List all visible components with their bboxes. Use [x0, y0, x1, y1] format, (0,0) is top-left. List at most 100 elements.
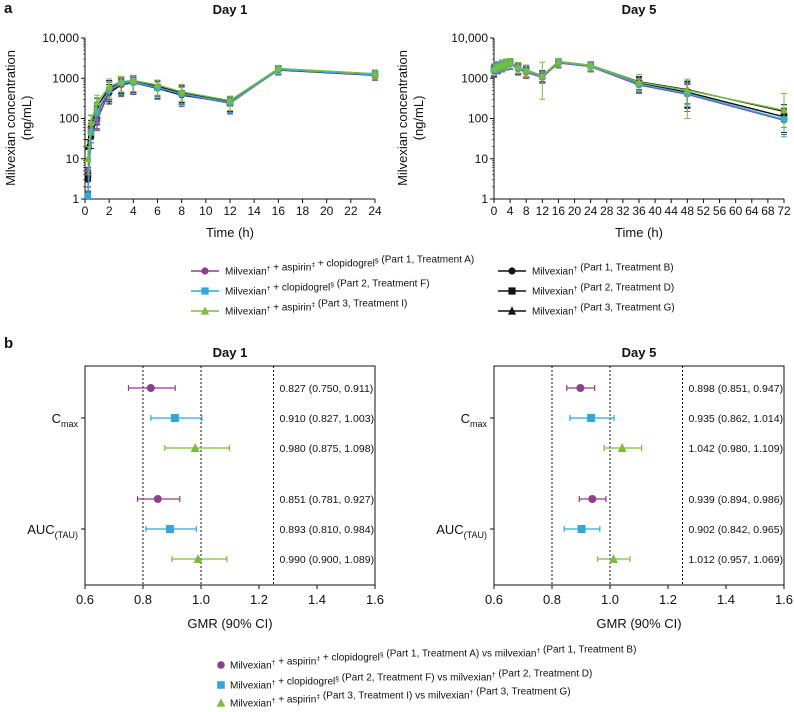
- gmr-point: [193, 554, 203, 563]
- legend-label-part: †: [470, 690, 474, 697]
- x-tick-label: 1.6: [366, 592, 384, 607]
- legend-label-part: †: [492, 672, 496, 679]
- x-tick-label: 4: [130, 204, 137, 218]
- series-F: [490, 58, 788, 138]
- data-point: [226, 96, 234, 104]
- legend-label-part: (Part 1, Treatment B): [540, 645, 636, 656]
- y-tick-label: 1000: [461, 71, 488, 85]
- y-tick-label: 10,000: [451, 31, 488, 45]
- data-point: [490, 64, 498, 73]
- data-point: [780, 106, 788, 114]
- x-tick-label: 0.6: [485, 592, 503, 607]
- legend-label-part: (Part 1, Treatment B): [577, 263, 673, 274]
- cmax-label-subscript: max: [61, 419, 79, 429]
- gmr-point: [617, 443, 627, 452]
- legend-label-part: (Part 2, Treatment D): [577, 283, 674, 294]
- series-F: [84, 66, 379, 200]
- data-point: [506, 58, 514, 66]
- legend-label: Milvexian† (Part 1, Treatment B): [532, 263, 674, 278]
- legend-label-part: †: [574, 266, 578, 273]
- legend-entry-I: Milvexian† + aspirin‡ (Part 3, Treatment…: [191, 299, 407, 318]
- gmr-value-label: 0.827 (0.750, 0.911): [280, 383, 374, 395]
- legend-label-part: †: [536, 648, 540, 655]
- x-tick-label: 0.8: [543, 592, 561, 607]
- gmr-point: [170, 414, 179, 422]
- x-tick-label: 8: [178, 204, 185, 218]
- y-tick-label: 1: [481, 192, 488, 206]
- y-tick-label: 10: [475, 152, 489, 166]
- gmr-value-label: 0.893 (0.810, 0.984): [280, 524, 375, 536]
- series-A: [84, 65, 379, 188]
- y-axis-title-units: (ng/mL): [19, 96, 34, 141]
- x-tick-label: 72: [777, 204, 791, 218]
- gmr-row-A: 0.939 (0.894, 0.986): [578, 494, 784, 506]
- x-tick-label: 68: [761, 204, 775, 218]
- legend-label-part: †: [272, 698, 276, 705]
- x-tick-label: 10: [199, 204, 213, 218]
- legend-entry-A: Milvexian† + aspirin‡ + clopidogrel§ (Pa…: [191, 255, 474, 278]
- legend-label-part: §: [380, 652, 384, 659]
- gmr-point: [146, 384, 155, 392]
- gmr-row-A: 0.851 (0.781, 0.927): [136, 494, 374, 506]
- gmr-point: [577, 525, 586, 533]
- gmr-point: [576, 384, 585, 392]
- legend-label: Milvexian† + aspirin‡ + clopidogrel§ (Pa…: [225, 255, 474, 278]
- gmr-legend: Milvexian† + aspirin‡ + clopidogrel§ (Pa…: [216, 645, 636, 710]
- legend-label-part: (Part 2, Treatment F) vs milvexian: [339, 673, 492, 684]
- gmr-legend-entry: Milvexian† + aspirin‡ (Part 3, Treatment…: [216, 687, 571, 710]
- legend-label-part: ‡: [311, 302, 315, 309]
- legend-label: Milvexian† (Part 2, Treatment D): [532, 283, 674, 298]
- y-axis-title: Milvexian concentration: [3, 50, 18, 186]
- gmr-row-F: 0.935 (0.862, 1.014): [569, 413, 783, 425]
- y-tick-label: 1000: [52, 71, 79, 85]
- legend-entry-B: Milvexian† (Part 1, Treatment B): [498, 263, 674, 278]
- y-axis-title-units: (ng/mL): [411, 96, 426, 141]
- legend-label-part: Milvexian: [225, 267, 267, 278]
- series-B: [84, 65, 379, 193]
- auc-label-main: AUC: [27, 522, 54, 537]
- legend-label-part: + aspirin: [275, 695, 316, 706]
- legend-label-part: †: [574, 306, 578, 313]
- legend-label-part: + aspirin: [270, 263, 311, 274]
- x-tick-label: 12: [536, 204, 550, 218]
- series-D: [490, 58, 788, 133]
- gmr-row-I: 1.012 (0.957, 1.069): [596, 554, 783, 566]
- x-tick-label: 0: [82, 204, 89, 218]
- x-tick-label: 1.4: [308, 592, 326, 607]
- data-point: [129, 76, 138, 84]
- data-point: [84, 154, 92, 162]
- x-tick-label: 20: [320, 204, 334, 218]
- gmr-row-F: 0.893 (0.810, 0.984): [145, 524, 375, 536]
- x-tick-label: 1.6: [775, 592, 793, 607]
- gmr-legend-entry: Milvexian† + clopidogrel§ (Part 2, Treat…: [217, 669, 592, 692]
- pk-chart-day1: Milvexian concentration (ng/mL) Day 1 1 10 10…: [3, 2, 382, 240]
- gmr-value-label: 0.939 (0.894, 0.986): [689, 494, 784, 506]
- x-tick-label: 60: [729, 204, 743, 218]
- legend-entry-D: Milvexian† (Part 2, Treatment D): [498, 283, 674, 298]
- x-tick-label: 40: [648, 204, 662, 218]
- x-tick-label: 1.0: [192, 592, 210, 607]
- gmr-chart-day1: Day 1 0.6 0.8 1.0 1.2 1.4 1.6 GMR (90% CI) 0.827…: [27, 345, 384, 631]
- x-tick-label: 36: [632, 204, 646, 218]
- legend-label: Milvexian† + clopidogrel§ (Part 2, Treat…: [230, 669, 592, 692]
- gmr-value-label: 0.898 (0.851, 0.947): [689, 383, 784, 395]
- gmr-row-F: 0.910 (0.827, 1.003): [150, 413, 375, 425]
- x-tick-label: 32: [616, 204, 630, 218]
- legend-entry-G: Milvexian† (Part 3, Treatment G): [498, 303, 675, 318]
- legend-label-part: ‡: [316, 656, 320, 663]
- y-tick-label: 100: [59, 112, 79, 126]
- gmr-point: [153, 495, 162, 503]
- legend-label-part: + clopidogrel: [320, 653, 380, 664]
- data-point: [635, 77, 643, 86]
- y-tick-label: 10: [66, 152, 80, 166]
- legend-marker: [217, 661, 225, 669]
- series-line: [87, 69, 376, 180]
- x-tick-label: 0.8: [134, 592, 152, 607]
- legend-label-part: †: [267, 266, 271, 273]
- legend-marker: [216, 698, 226, 707]
- legend-label-part: Milvexian: [225, 307, 267, 318]
- auc-label: AUC(TAU): [436, 522, 487, 540]
- gmr-value-label: 0.910 (0.827, 1.003): [280, 413, 375, 425]
- data-point: [93, 98, 101, 106]
- legend-label-part: + clopidogrel: [275, 677, 335, 688]
